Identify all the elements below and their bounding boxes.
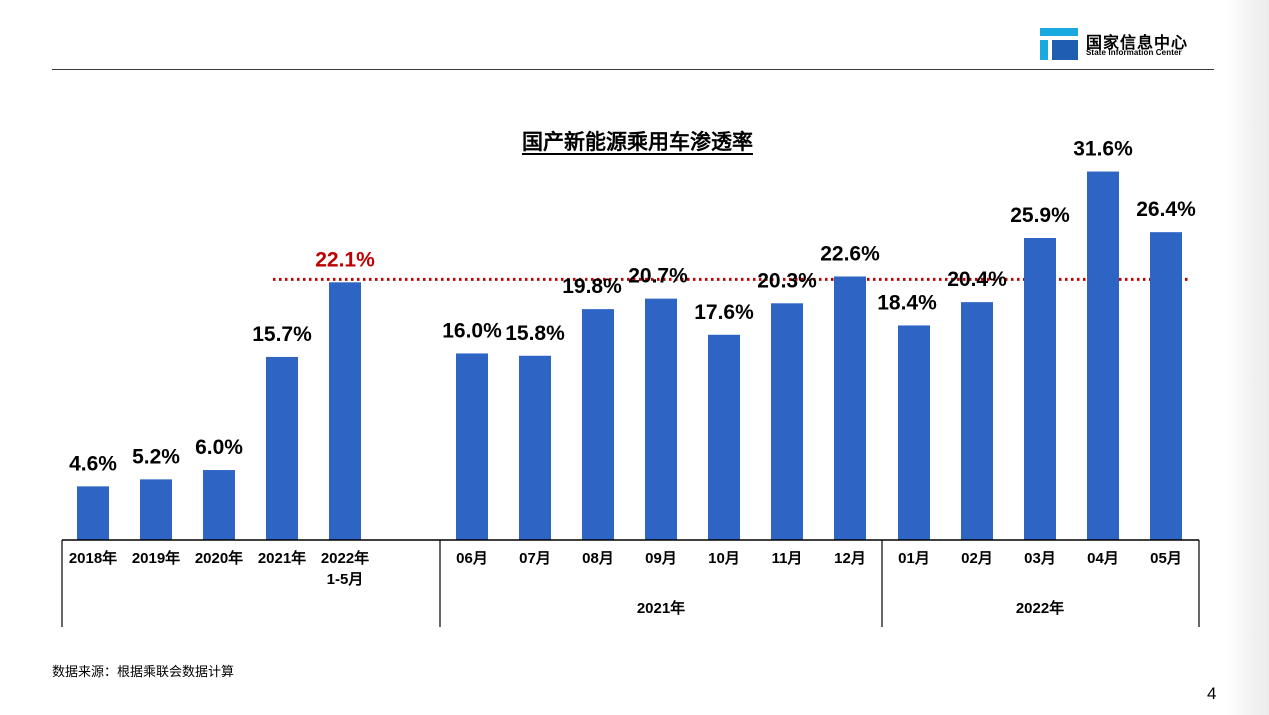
group-label: 2022年 <box>1016 599 1064 617</box>
value-label: 22.1% <box>315 248 375 271</box>
bar-2018年 <box>77 486 109 540</box>
bar-2021年 <box>266 356 298 540</box>
category-label: 05月 <box>1150 550 1182 567</box>
bar-02月 <box>961 302 993 540</box>
bar-06月 <box>456 353 488 540</box>
category-label: 06月 <box>456 550 488 567</box>
value-label: 25.9% <box>1010 204 1070 227</box>
bar-2020年 <box>203 470 235 540</box>
logo-mark-icon <box>1040 28 1078 60</box>
category-label: 01月 <box>898 550 930 567</box>
value-label: 17.6% <box>694 301 754 324</box>
bar-08月 <box>582 309 614 540</box>
logo-english-name: State Information Center <box>1086 48 1182 57</box>
category-label: 2019年 <box>132 549 180 567</box>
bar-04月 <box>1087 171 1119 540</box>
value-label: 16.0% <box>442 319 502 342</box>
bar-11月 <box>771 303 803 540</box>
state-information-center-logo: 国家信息中心 State Information Center <box>1040 26 1220 62</box>
category-label: 2018年 <box>69 549 117 567</box>
category-label: 09月 <box>645 550 677 567</box>
category-label: 2022年 <box>321 549 369 567</box>
bar-10月 <box>708 334 740 540</box>
category-label: 1-5月 <box>327 571 364 588</box>
category-label: 11月 <box>772 550 803 567</box>
value-label: 5.2% <box>132 445 180 468</box>
category-label: 12月 <box>834 550 866 567</box>
value-label: 20.7% <box>628 265 688 288</box>
data-source-note: 数据来源：根据乘联会数据计算 <box>52 664 235 679</box>
bar-07月 <box>519 355 551 540</box>
right-edge-shading <box>1228 0 1269 715</box>
value-label: 15.7% <box>252 323 312 346</box>
value-label: 6.0% <box>195 436 243 459</box>
category-label: 10月 <box>708 550 740 567</box>
category-label: 03月 <box>1024 550 1056 567</box>
group-label: 2021年 <box>637 599 685 617</box>
category-label: 04月 <box>1087 550 1119 567</box>
category-label: 08月 <box>582 550 614 567</box>
value-label: 31.6% <box>1073 138 1133 161</box>
bar-2019年 <box>140 479 172 540</box>
bar-12月 <box>834 276 866 540</box>
value-label: 20.4% <box>947 268 1007 291</box>
bar-01月 <box>898 325 930 540</box>
bar-05月 <box>1150 232 1182 540</box>
value-label: 18.4% <box>877 291 937 314</box>
value-label: 19.8% <box>562 275 622 298</box>
chart-title: 国产新能源乘用车渗透率 <box>522 131 753 154</box>
header-divider <box>52 69 1214 70</box>
page-number: 4 <box>1207 684 1217 703</box>
logo-chinese-name: 国家信息中心 <box>1086 33 1189 52</box>
value-label: 22.6% <box>820 242 880 265</box>
category-label: 2020年 <box>195 549 243 567</box>
bar-03月 <box>1024 238 1056 541</box>
value-label: 15.8% <box>505 322 565 345</box>
value-label: 20.3% <box>757 269 817 292</box>
category-label: 02月 <box>961 550 993 567</box>
category-label: 07月 <box>519 550 551 567</box>
bar-09月 <box>645 298 677 540</box>
value-label: 4.6% <box>69 452 117 475</box>
category-label: 2021年 <box>258 549 306 567</box>
bar-2022年 <box>329 282 361 540</box>
value-label: 26.4% <box>1136 198 1196 221</box>
